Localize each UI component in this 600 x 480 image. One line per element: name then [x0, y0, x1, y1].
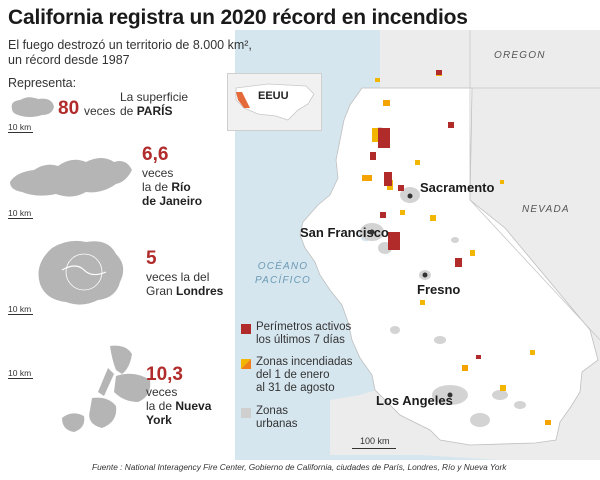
london-scale-bar [8, 314, 33, 315]
rio-silhouette [10, 158, 132, 197]
legend-burned-line-3: al 31 de agosto [256, 382, 335, 394]
paris-suffix: veces [84, 104, 116, 118]
london-desc-line-1: veces la del [146, 270, 210, 284]
comparison-newyork: 10,3 [146, 364, 183, 386]
paris-desc-prefix: de [120, 104, 137, 118]
rio-desc: veces la de Río de Janeiro [142, 166, 202, 208]
london-silhouette [38, 240, 124, 305]
city-fresno: Fresno [417, 282, 461, 297]
london-desc-line-2: Gran Londres [146, 284, 223, 298]
inset-label: EEUU [258, 90, 289, 102]
map-scale-label: 100 km [360, 436, 390, 446]
london-desc-prefix: Gran [146, 284, 177, 298]
page-title: California registra un 2020 récord en in… [8, 6, 468, 29]
rio-desc-line-1: veces [142, 166, 174, 180]
legend-red-square [241, 324, 251, 334]
newyork-desc: veces la de Nueva York [146, 385, 211, 427]
california-highlight [236, 92, 250, 108]
newyork-number: 10,3 [146, 364, 183, 385]
paris-place: PARÍS [136, 104, 173, 118]
rio-place-b: de Janeiro [142, 194, 203, 208]
rio-scale-bar [8, 218, 33, 219]
newyork-place-a: Nueva [175, 399, 212, 413]
active-fire-perimeters [370, 70, 481, 359]
marker-los-angeles [447, 392, 453, 398]
subtitle: El fuego destrozó un territorio de 8.000… [8, 38, 258, 68]
paris-scale-label: 10 km [8, 122, 32, 132]
ocean-line-2: PACÍFICO [254, 275, 312, 286]
paris-number: 80 [58, 98, 80, 119]
legend-yellow-orange-square [241, 359, 251, 369]
rio-desc-line-2: la de Río [142, 180, 202, 194]
marker-san-francisco [369, 229, 375, 235]
rio-desc-prefix: la de [142, 180, 172, 194]
newyork-desc-line-3: York [146, 413, 211, 427]
paris-silhouette [11, 97, 54, 117]
legend-urban: Zonas urbanas [256, 405, 298, 431]
usa-inset: EEUU [227, 73, 322, 131]
map-scale-bar [352, 448, 396, 449]
state-label-oregon: OREGON [494, 50, 546, 61]
newyork-place-b: York [146, 413, 172, 427]
city-sacramento: Sacramento [420, 180, 495, 195]
marker-fresno [422, 272, 428, 278]
comparison-paris: 80 [58, 98, 79, 120]
newyork-silhouette [62, 345, 151, 432]
marker-sacramento [407, 193, 413, 199]
newyork-desc-line-1: veces [146, 385, 178, 399]
city-san-francisco: San Francisco [300, 225, 389, 240]
subtitle-line-2: un récord desde 1987 [8, 53, 130, 67]
state-label-nevada: NEVADA [522, 204, 570, 215]
subtitle-line-1: El fuego destrozó un territorio de 8.000… [8, 38, 252, 52]
ocean-line-1: OCÉANO [257, 261, 309, 272]
rio-place-a: Río [171, 180, 191, 194]
legend-burned-line-2: del 1 de enero [256, 369, 330, 381]
newyork-desc-line-2: la de Nueva [146, 399, 211, 413]
london-number: 5 [146, 248, 157, 269]
city-los-angeles: Los Angeles [376, 393, 453, 408]
rio-desc-line-3: de Janeiro [142, 194, 202, 208]
legend-active-line-2: los últimos 7 días [256, 334, 345, 346]
paris-desc-line-1: La superficie [120, 90, 189, 104]
nevada-border [469, 30, 600, 341]
rio-number: 6,6 [142, 144, 169, 165]
legend-active-line-1: Perímetros activos [256, 321, 352, 333]
paris-scale-bar [8, 132, 33, 133]
legend-gray-square [241, 408, 251, 418]
london-place: Londres [176, 284, 224, 298]
paris-desc: La superficie de PARÍS [120, 90, 188, 118]
london-desc: veces la del Gran Londres [146, 270, 223, 298]
source-note: Fuente : National Interagency Fire Cente… [92, 462, 507, 472]
usa-map [235, 83, 315, 121]
paris-desc-line-2: de PARÍS [120, 104, 188, 118]
london-scale-label: 10 km [8, 304, 32, 314]
rio-scale-label: 10 km [8, 208, 32, 218]
ocean-label: OCÉANO PACÍFICO [248, 260, 318, 288]
newyork-scale-label: 10 km [8, 368, 32, 378]
legend-burned-line-1: Zonas incendiadas [256, 356, 353, 368]
legend-urban-line-1: Zonas [256, 405, 288, 417]
legend-active: Perímetros activos los últimos 7 días [256, 321, 351, 347]
newyork-desc-prefix: la de [146, 399, 176, 413]
represents-label: Representa: [8, 76, 77, 90]
comparison-london: 5 [146, 248, 157, 270]
newyork-scale-bar [8, 378, 33, 379]
legend-burned: Zonas incendiadas del 1 de enero al 31 d… [256, 356, 353, 395]
california-shape [299, 87, 599, 446]
legend-urban-line-2: urbanas [256, 418, 298, 430]
comparison-rio: 6,6 [142, 144, 168, 166]
